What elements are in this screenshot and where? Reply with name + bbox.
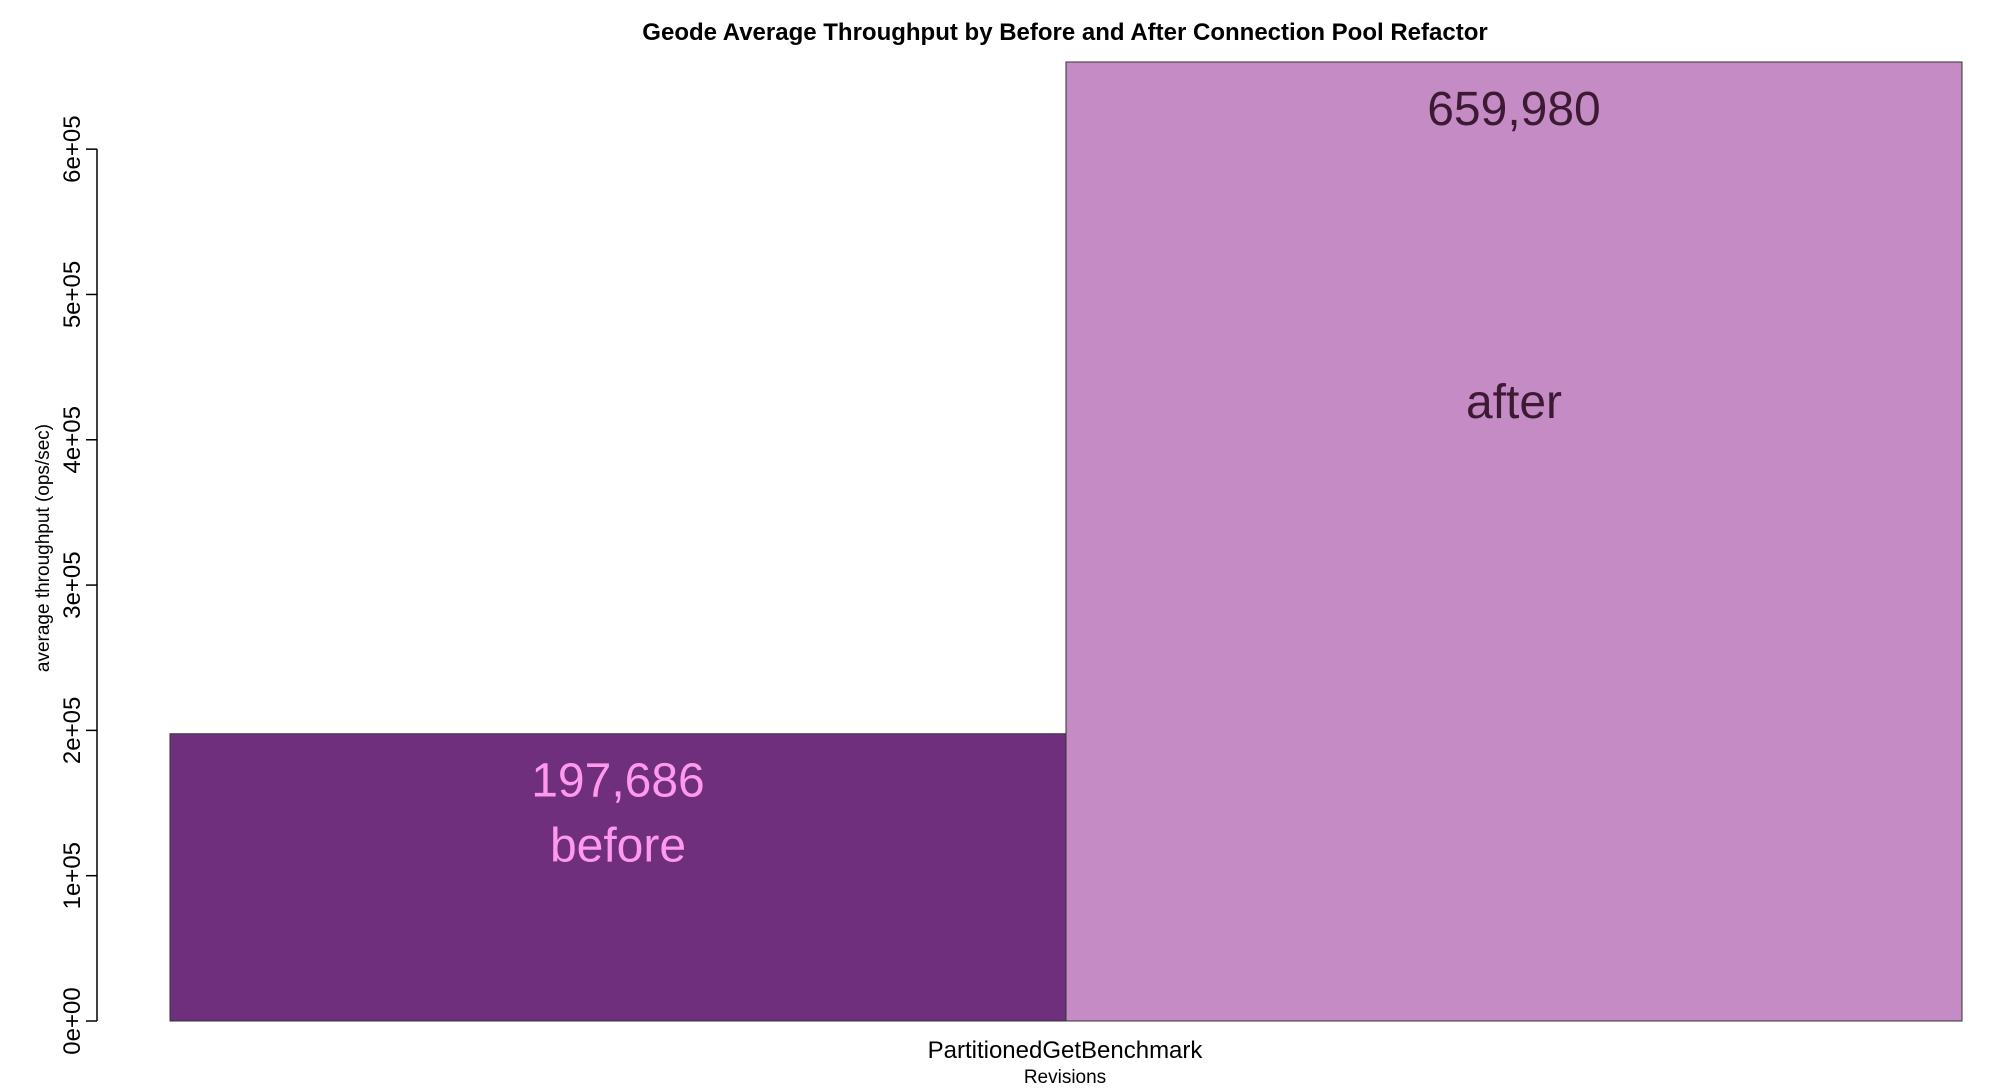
y-tick-label: 6e+05 [59, 115, 86, 182]
bar-series-label-after: after [1466, 376, 1562, 429]
x-category-label: PartitionedGetBenchmark [928, 1037, 1204, 1064]
y-tick-label: 1e+05 [59, 842, 86, 909]
plot-area: 197,686 before 659,980 after [169, 61, 1963, 1022]
y-tick-label: 5e+05 [59, 261, 86, 328]
chart-title: Geode Average Throughput by Before and A… [642, 19, 1487, 46]
y-axis: 0e+00 1e+05 2e+05 3e+05 4e+05 5e+05 6e+05 [59, 115, 98, 1055]
y-tick-label: 3e+05 [59, 551, 86, 618]
y-tick-label: 2e+05 [59, 697, 86, 764]
bar-series-label-before: before [550, 819, 686, 872]
bar-after [1065, 61, 1963, 1022]
x-axis-label: Revisions [1024, 1067, 1106, 1088]
bar-before [169, 733, 1067, 1022]
y-axis-label: average throughput (ops/sec) [33, 424, 54, 672]
bar-value-label-after: 659,980 [1427, 83, 1601, 136]
y-tick-label: 4e+05 [59, 406, 86, 473]
y-tick-label: 0e+00 [59, 987, 86, 1054]
bar-value-label-before: 197,686 [531, 755, 705, 808]
